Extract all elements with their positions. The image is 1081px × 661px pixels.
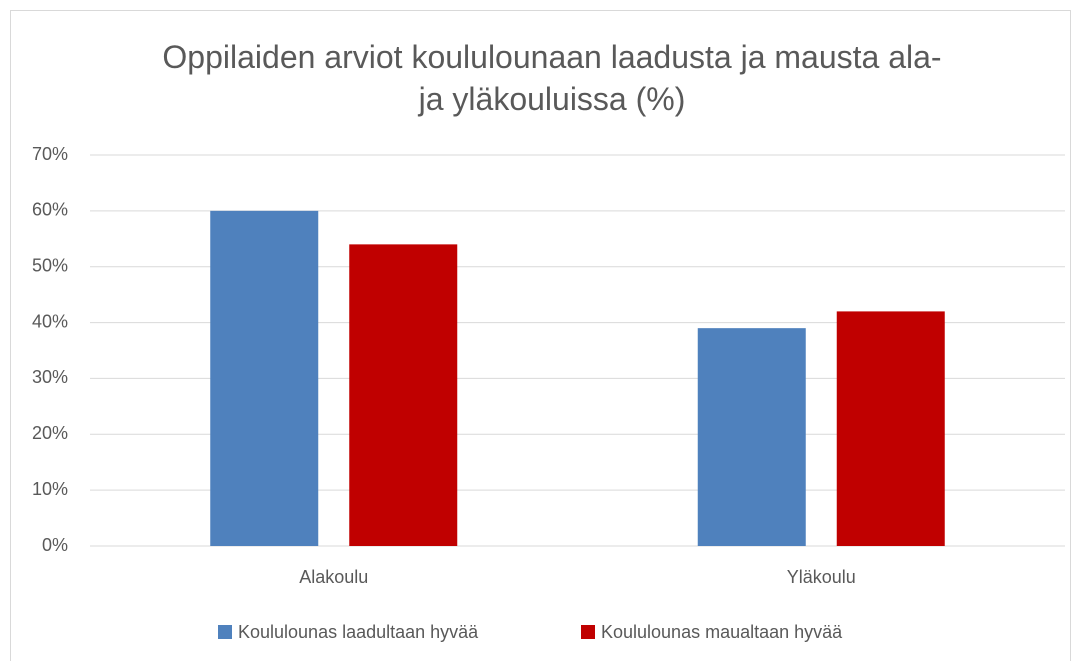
- legend-swatch: [581, 625, 595, 639]
- bar: [349, 244, 458, 546]
- legend-label: Koululounas maualtaan hyvää: [601, 622, 843, 642]
- bar: [697, 328, 806, 546]
- x-tick-label: Yläkoulu: [787, 567, 856, 587]
- y-tick-label: 40%: [32, 311, 68, 331]
- y-tick-label: 20%: [32, 423, 68, 443]
- x-tick-label: Alakoulu: [299, 567, 368, 587]
- y-tick-label: 10%: [32, 479, 68, 499]
- y-tick-label: 30%: [32, 367, 68, 387]
- chart-title: Oppilaiden arviot koululounaan laadusta …: [162, 39, 941, 117]
- legend-swatch: [218, 625, 232, 639]
- y-tick-label: 60%: [32, 200, 68, 220]
- bar: [836, 311, 945, 546]
- y-tick-label: 70%: [32, 144, 68, 164]
- y-tick-label: 0%: [42, 535, 68, 555]
- y-tick-label: 50%: [32, 255, 68, 275]
- legend-label: Koululounas laadultaan hyvää: [238, 622, 479, 642]
- bar: [210, 210, 319, 546]
